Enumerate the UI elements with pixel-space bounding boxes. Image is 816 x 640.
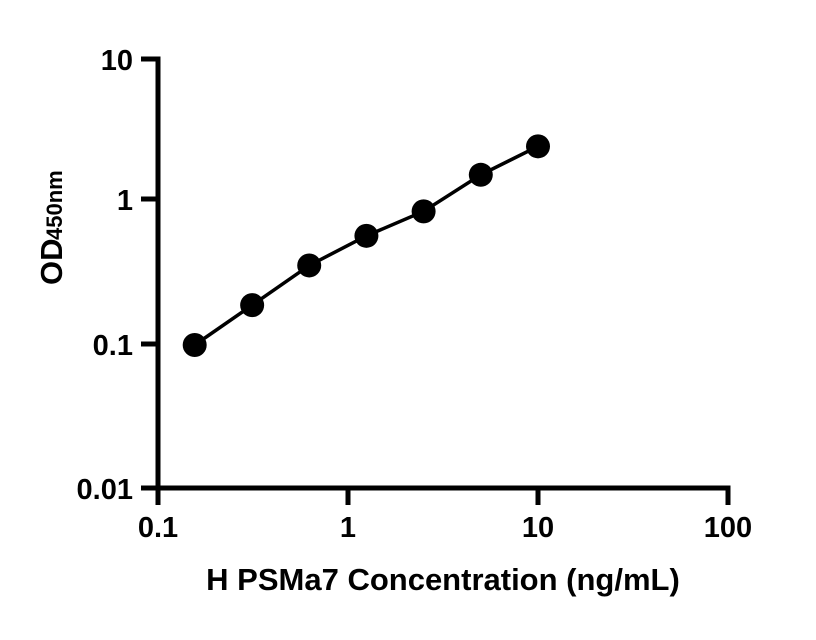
data-point-marker [411, 199, 436, 224]
data-series-layer [182, 134, 550, 357]
y-axis-title-main: OD [34, 239, 69, 286]
y-axis-ticks [141, 56, 158, 491]
y-tick-label-2: 0.1 [93, 330, 133, 362]
x-tick-label-0: 0.1 [138, 512, 178, 544]
x-axis-ticks [155, 488, 731, 505]
x-axis-title: H PSMa7 Concentration (ng/mL) [206, 562, 680, 597]
x-tick-label-3: 100 [704, 512, 752, 544]
axis-lines [155, 56, 731, 491]
y-tick-label-3: 0.01 [77, 474, 133, 506]
y-axis-title-sub: 450nm [42, 170, 67, 240]
data-point-marker [354, 223, 379, 248]
data-point-marker [182, 333, 207, 357]
data-point-marker [297, 253, 322, 278]
y-tick-label-0: 10 [101, 45, 133, 77]
x-tick-labels: 0.1 1 10 100 [138, 512, 752, 544]
data-point-marker [240, 293, 265, 318]
y-tick-label-1: 1 [117, 185, 133, 217]
x-tick-label-2: 10 [522, 512, 554, 544]
y-tick-labels: 10 1 0.1 0.01 [77, 45, 133, 506]
data-point-marker [526, 134, 550, 159]
data-point-marker [468, 162, 493, 187]
x-tick-label-1: 1 [340, 512, 356, 544]
y-axis-title: OD 450nm [34, 170, 69, 285]
